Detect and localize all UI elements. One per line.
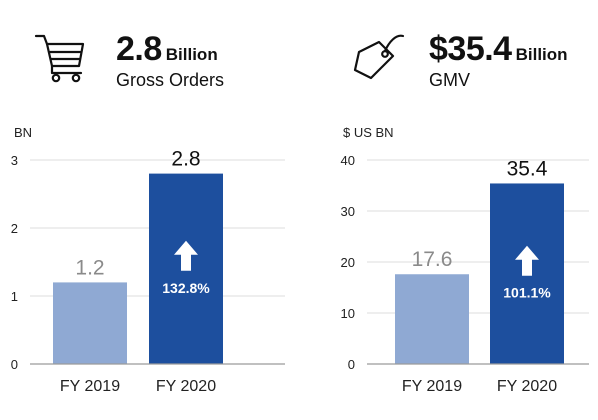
y-tick-label: 2 [11, 221, 18, 236]
y-tick-label: 0 [11, 357, 18, 372]
bar-value-label: 17.6 [412, 248, 453, 271]
x-category-label: FY 2019 [402, 378, 462, 395]
growth-label: 101.1% [503, 285, 551, 301]
gmv-bar-chart: $ US BN 0 10 20 30 40 17.6 FY 2019 35.4 FY 2020 10… [341, 125, 589, 395]
bar-value-label: 2.8 [171, 148, 200, 171]
axis-unit-label: $ US BN [343, 125, 394, 140]
bar-value-label: 1.2 [75, 256, 104, 279]
x-category-label: FY 2020 [156, 378, 216, 395]
growth-label: 132.8% [162, 280, 210, 296]
price-tag-icon [353, 34, 405, 80]
y-tick-label: 3 [11, 153, 18, 168]
bar-fy2019 [53, 282, 127, 364]
kpi-value: 2.8 [116, 30, 162, 68]
y-tick-label: 30 [341, 204, 355, 219]
arrow-up-icon [515, 245, 539, 276]
gross-orders-bar-chart: BN 0 1 2 3 1.2 FY 2019 2.8 FY 2020 132.8% [11, 125, 285, 395]
kpi-unit: Billion [515, 45, 568, 64]
y-tick-label: 10 [341, 306, 355, 321]
kpi-label: GMV [429, 70, 471, 90]
x-category-label: FY 2019 [60, 378, 120, 395]
kpi-headline: $35.4 Billion [429, 30, 568, 69]
gross-orders-panel: 2.8 Billion Gross Orders BN 0 1 2 3 1.2 FY 2019… [11, 30, 285, 395]
kpi-value: $35.4 [429, 30, 512, 68]
y-tick-label: 40 [341, 153, 355, 168]
bar-fy2019 [395, 274, 469, 364]
shopping-cart-icon [34, 34, 85, 83]
y-tick-label: 20 [341, 255, 355, 270]
x-category-label: FY 2020 [497, 378, 557, 395]
gmv-panel: $35.4 Billion GMV $ US BN 0 10 20 30 40 17.6 FY … [299, 0, 598, 420]
kpi-unit: Billion [165, 45, 218, 64]
kpi-headline: 2.8 Billion [116, 30, 218, 69]
bar-value-label: 35.4 [507, 157, 548, 180]
arrow-up-icon [174, 240, 198, 271]
y-tick-label: 0 [348, 357, 355, 372]
kpi-label: Gross Orders [116, 70, 225, 90]
y-tick-label: 1 [11, 289, 18, 304]
axis-unit-label: BN [14, 125, 32, 140]
